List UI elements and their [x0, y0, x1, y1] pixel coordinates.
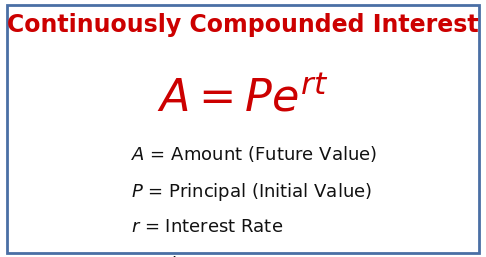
- FancyBboxPatch shape: [7, 5, 479, 253]
- Text: $\it{P}$ = Principal (Initial Value): $\it{P}$ = Principal (Initial Value): [131, 181, 372, 203]
- Text: $\it{t}$ = time: $\it{t}$ = time: [131, 256, 207, 257]
- Text: $\it{A}$ = Amount (Future Value): $\it{A}$ = Amount (Future Value): [131, 144, 377, 164]
- Text: Continuously Compounded Interest: Continuously Compounded Interest: [7, 13, 479, 37]
- Text: $\it{r}$ = Interest Rate: $\it{r}$ = Interest Rate: [131, 218, 283, 236]
- Text: $\it{A} = \it{P}e^{\it{rt}}$: $\it{A} = \it{P}e^{\it{rt}}$: [157, 77, 329, 120]
